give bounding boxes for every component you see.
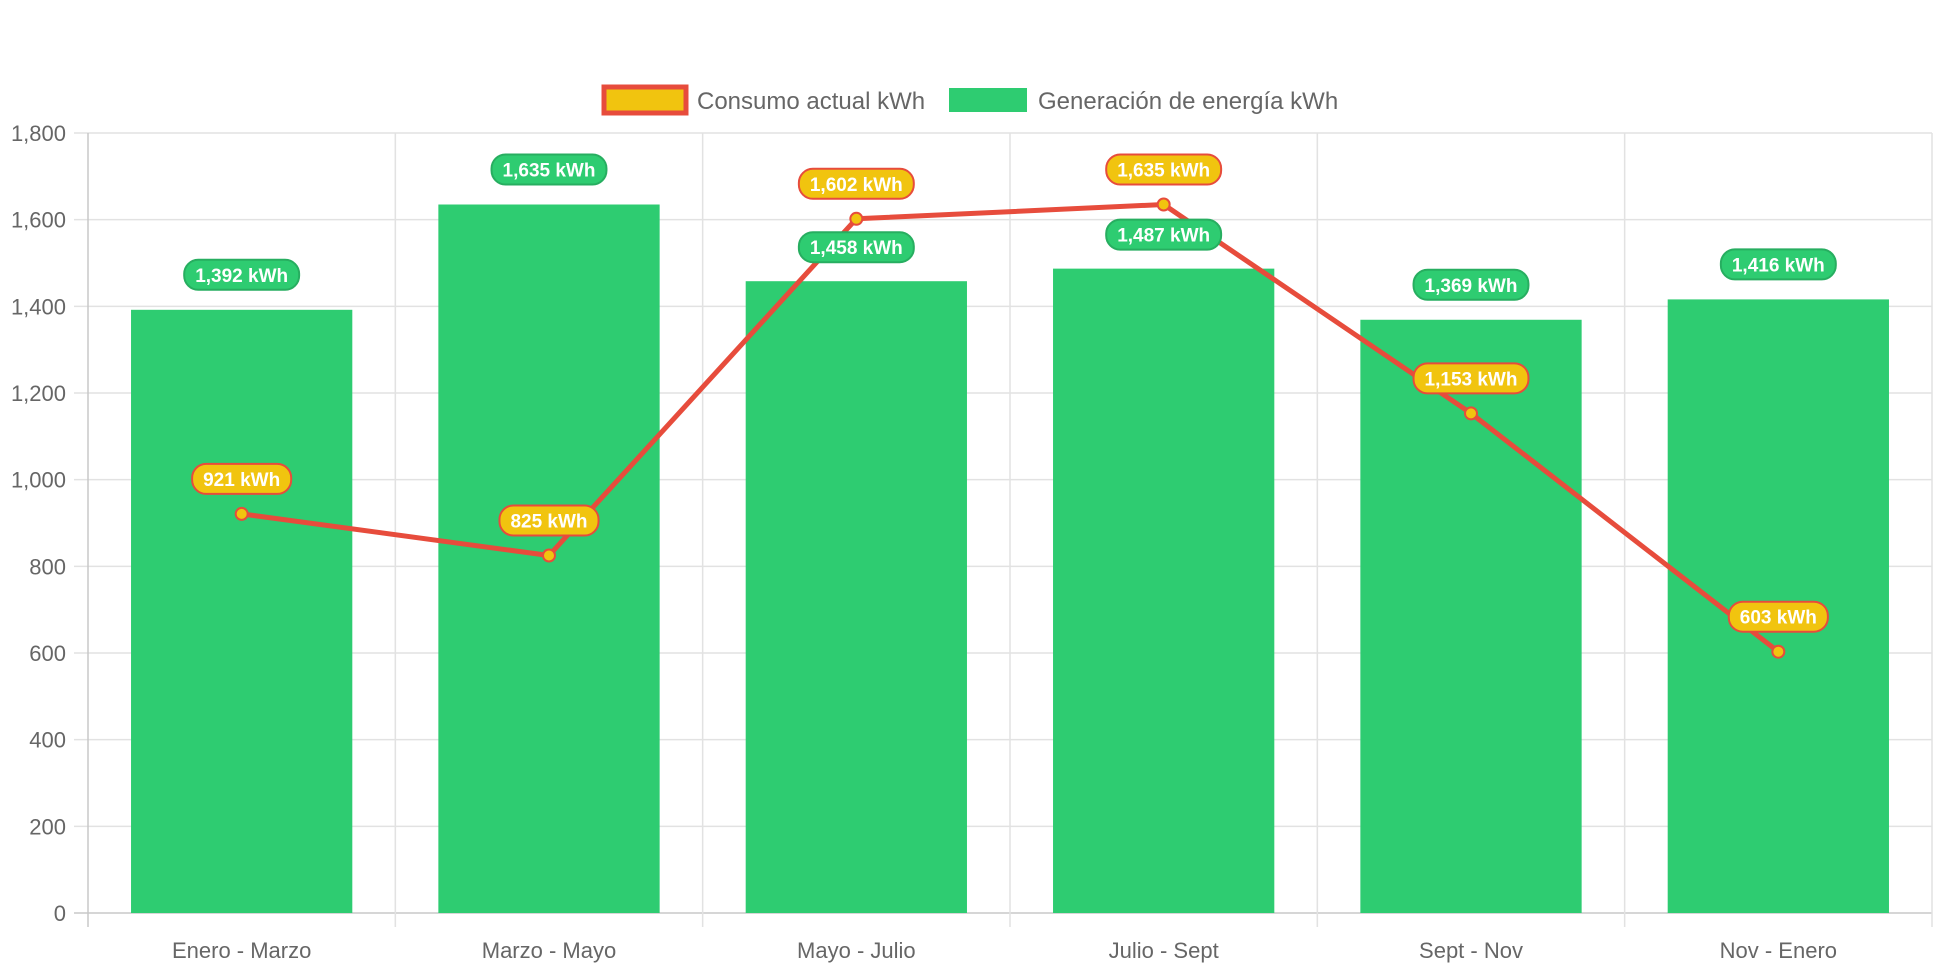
bar-data-label: 1,458 kWh bbox=[797, 231, 915, 264]
line-data-label-text: 1,635 kWh bbox=[1117, 161, 1210, 182]
x-tick-label: Marzo - Mayo bbox=[482, 938, 616, 963]
bar-data-label-box bbox=[1719, 248, 1837, 281]
bar-data-label-text: 1,416 kWh bbox=[1732, 255, 1825, 276]
data-labels: 1,392 kWh 1,635 kWh 1,458 kWh 1,487 kWh 1,36… bbox=[183, 153, 1837, 633]
line-data-label: 1,153 kWh bbox=[1412, 362, 1530, 395]
y-tick-label: 1,200 bbox=[11, 381, 66, 406]
x-tick-label: Julio - Sept bbox=[1109, 938, 1219, 963]
y-tick-label: 1,800 bbox=[11, 121, 66, 146]
line-data-label-text: 1,153 kWh bbox=[1425, 369, 1518, 390]
line-data-label-box bbox=[1412, 362, 1530, 395]
consumo-point bbox=[1771, 644, 1786, 659]
x-tick-label: Nov - Enero bbox=[1720, 938, 1837, 963]
bar-data-label-text: 1,487 kWh bbox=[1117, 226, 1210, 247]
line-data-label-text: 603 kWh bbox=[1740, 608, 1817, 629]
line-series bbox=[234, 197, 1786, 659]
bar-data-label: 1,487 kWh bbox=[1105, 218, 1223, 251]
y-tick-label: 400 bbox=[29, 728, 66, 753]
bar-data-label-text: 1,635 kWh bbox=[503, 161, 596, 182]
line-data-label-box bbox=[498, 504, 600, 537]
bar-data-label-box bbox=[1412, 268, 1530, 301]
line-data-label: 603 kWh bbox=[1727, 600, 1829, 633]
y-tick-label: 800 bbox=[29, 554, 66, 579]
line-data-label: 825 kWh bbox=[498, 504, 600, 537]
bar-generacion bbox=[745, 281, 967, 913]
bar-data-label-box bbox=[1105, 218, 1223, 251]
line-data-label-box bbox=[797, 167, 915, 200]
legend-swatch-consumo bbox=[601, 84, 689, 116]
line-data-label-box bbox=[1727, 600, 1829, 633]
consumo-point bbox=[849, 211, 864, 226]
line-data-label: 1,602 kWh bbox=[797, 167, 915, 200]
bar-data-label-box bbox=[183, 258, 301, 291]
x-tick-label: Enero - Marzo bbox=[172, 938, 311, 963]
consumo-point bbox=[1464, 406, 1478, 421]
bar-data-label-text: 1,392 kWh bbox=[195, 266, 288, 287]
consumo-point bbox=[1156, 197, 1171, 212]
legend: Consumo actual kWh Generación de energía… bbox=[601, 84, 1338, 116]
line-data-label-text: 921 kWh bbox=[203, 470, 280, 491]
bar-data-label: 1,369 kWh bbox=[1412, 268, 1530, 301]
legend-swatch-generacion bbox=[949, 88, 1027, 112]
bar-data-label: 1,635 kWh bbox=[490, 153, 608, 186]
x-tick-label: Mayo - Julio bbox=[797, 938, 916, 963]
line-data-label-box bbox=[191, 462, 293, 495]
grid bbox=[74, 132, 1933, 927]
consumo-line bbox=[241, 202, 1780, 654]
line-data-label-text: 1,602 kWh bbox=[810, 175, 903, 196]
line-data-label-box bbox=[1105, 153, 1223, 186]
legend-label-consumo: Consumo actual kWh bbox=[697, 88, 925, 115]
y-tick-label: 600 bbox=[29, 641, 66, 666]
y-tick-label: 1,400 bbox=[11, 294, 66, 319]
x-tick-label: Sept - Nov bbox=[1419, 938, 1523, 963]
line-data-label: 1,635 kWh bbox=[1105, 153, 1223, 186]
bar-data-label-text: 1,369 kWh bbox=[1425, 276, 1518, 297]
bar-data-label-text: 1,458 kWh bbox=[810, 238, 903, 259]
axes: 0 200 400 600 800 1,000 1,200 1,400 1,600 1,800 En… bbox=[11, 121, 1837, 963]
bar-data-label: 1,416 kWh bbox=[1719, 248, 1837, 281]
y-tick-label: 1,600 bbox=[11, 208, 66, 233]
y-tick-label: 200 bbox=[29, 814, 66, 839]
line-data-label-text: 825 kWh bbox=[510, 512, 587, 533]
bar-data-label-box bbox=[797, 231, 915, 264]
legend-label-generacion: Generación de energía kWh bbox=[1038, 88, 1338, 115]
line-data-label: 921 kWh bbox=[191, 462, 293, 495]
y-tick-label: 0 bbox=[54, 901, 66, 926]
legend-item-consumo[interactable]: Consumo actual kWh bbox=[601, 84, 925, 116]
consumo-point bbox=[234, 506, 249, 521]
bar-generacion bbox=[131, 309, 353, 913]
bar-data-label: 1,392 kWh bbox=[183, 258, 301, 291]
y-tick-label: 1,000 bbox=[11, 468, 66, 493]
consumo-point bbox=[542, 548, 556, 563]
bar-data-label-box bbox=[490, 153, 608, 186]
legend-item-generacion[interactable]: Generación de energía kWh bbox=[949, 88, 1338, 115]
bar-generacion bbox=[1053, 268, 1275, 914]
